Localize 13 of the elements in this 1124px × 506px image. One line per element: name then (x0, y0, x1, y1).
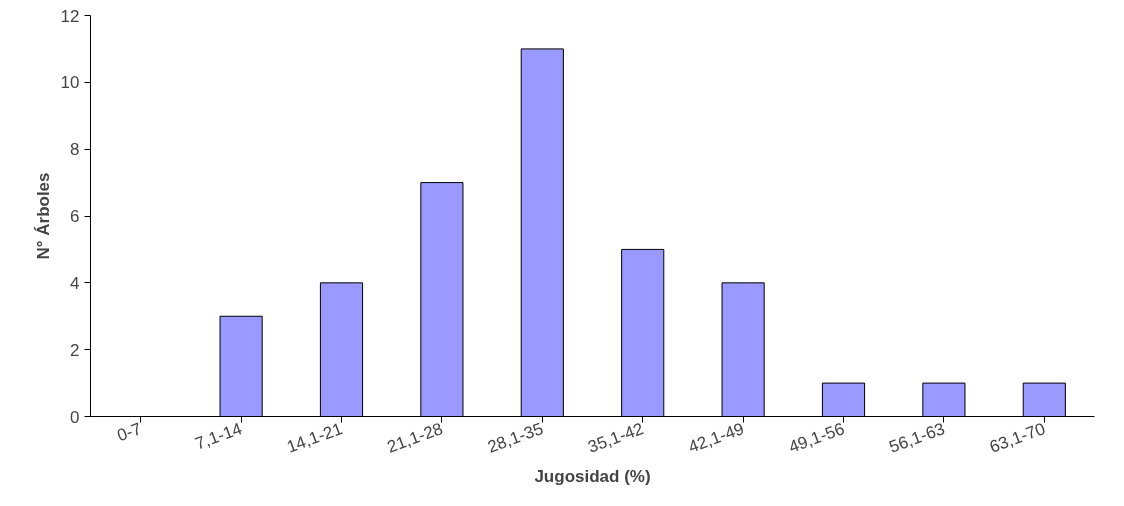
x-tick-label: 49,1-56 (786, 419, 847, 457)
y-tick-label: 2 (70, 340, 80, 360)
y-tick-label: 10 (60, 73, 80, 93)
y-axis-title: N° Árboles (33, 172, 53, 260)
x-tick-label: 7,1-14 (192, 419, 245, 454)
y-tick-label: 4 (70, 273, 80, 293)
y-tick-label: 0 (70, 407, 80, 427)
y-tick-label: 8 (70, 140, 80, 160)
x-tick-label: 42,1-49 (685, 419, 747, 457)
x-axis-title: Jugosidad (%) (534, 466, 651, 486)
y-tick-label: 12 (60, 6, 80, 26)
x-tick-label: 0-7 (114, 419, 145, 446)
y-tick-label: 6 (70, 207, 80, 226)
